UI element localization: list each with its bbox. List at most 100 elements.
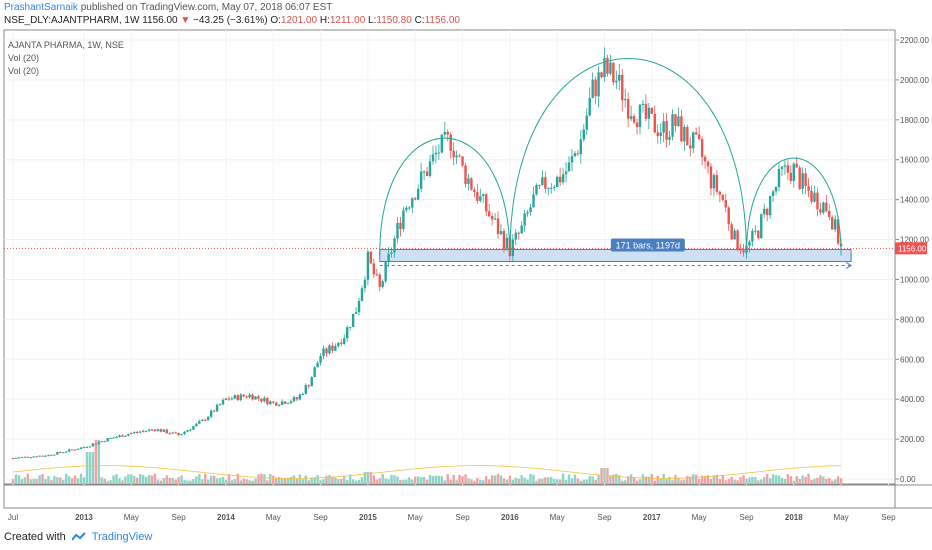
candle-body — [100, 441, 103, 443]
volume-bar — [621, 480, 624, 484]
volume-bar — [198, 473, 201, 484]
candle-body — [133, 432, 136, 434]
volume-bar — [70, 478, 74, 484]
volume-bar — [59, 477, 62, 484]
volume-bar — [428, 475, 432, 484]
candle-body — [112, 437, 115, 439]
lower-pane — [3, 484, 896, 509]
y-tick-label: 2000.00 — [900, 76, 929, 85]
volume-bar — [56, 477, 59, 484]
candle-body — [476, 192, 479, 201]
volume-bar — [236, 473, 239, 484]
volume-bar — [136, 477, 139, 484]
measure-tag-label: 171 bars, 1197d — [616, 241, 680, 251]
volume-bar — [689, 476, 692, 484]
volume-bar — [130, 474, 133, 484]
publish-info: PrashantSarnaik published on TradingView… — [4, 2, 332, 13]
candle-body — [283, 401, 287, 404]
volume-bar — [32, 478, 35, 484]
candle-body — [650, 107, 654, 114]
volume-bar — [526, 479, 529, 484]
volume-bar — [195, 476, 198, 484]
volume-bar — [680, 480, 683, 484]
volume-bar — [517, 478, 520, 484]
candle-body — [369, 251, 373, 264]
tradingview-logo-icon — [71, 532, 86, 541]
candle-body — [242, 394, 245, 397]
volume-bar — [366, 472, 370, 484]
volume-bar — [490, 475, 494, 484]
volume-bar — [718, 479, 722, 484]
volume-bar — [239, 480, 242, 484]
candle-body — [443, 132, 446, 135]
last-price: 1156.00 — [142, 15, 178, 26]
volume-bar — [508, 475, 512, 484]
candle-body — [201, 419, 204, 422]
volume-bar — [257, 474, 260, 484]
volume-bar — [579, 480, 583, 484]
candle-body — [153, 429, 157, 431]
candle-body — [709, 166, 713, 189]
candle-body — [53, 454, 56, 456]
x-tick-label: 2013 — [75, 513, 93, 522]
volume-bar — [757, 480, 760, 484]
volume-bar — [153, 473, 157, 484]
volume-bar — [289, 477, 293, 484]
volume-bar — [218, 477, 222, 484]
volume-bar — [792, 480, 795, 484]
volume-bar — [751, 476, 754, 484]
candle-body — [192, 426, 195, 430]
volume-bar — [760, 479, 763, 484]
candle-body — [499, 231, 503, 235]
volume-bar — [138, 474, 142, 484]
volume-bar — [85, 452, 89, 484]
candle-body — [186, 430, 189, 432]
candle-body — [612, 62, 615, 83]
x-tick-label: May — [408, 513, 423, 522]
volume-bars — [11, 440, 843, 484]
candle-body — [428, 161, 432, 176]
y-tick-label: 400.00 — [900, 395, 925, 404]
volume-bar — [201, 479, 204, 484]
y-tick-label: 1400.00 — [900, 196, 929, 205]
volume-bar — [576, 478, 580, 484]
x-tick-label: 2014 — [217, 513, 235, 522]
author-link[interactable]: PrashantSarnaik — [4, 2, 78, 13]
ohlc-line: NSE_DLY:AJANTPHARM, 1W 1156.00 ▼ −43.25 … — [4, 15, 460, 26]
candle-body — [505, 237, 509, 249]
volume-bar — [697, 479, 701, 484]
candle-body — [511, 239, 515, 257]
candle-body — [449, 134, 452, 151]
tradingview-brand[interactable]: TradingView — [91, 531, 153, 543]
candle-body — [727, 207, 730, 225]
volume-bar — [171, 477, 174, 484]
volume-bar — [322, 479, 325, 484]
footer: Created with TradingView — [4, 531, 152, 543]
volume-bar — [165, 475, 168, 484]
candle-body — [245, 396, 248, 398]
candle-body — [774, 187, 778, 192]
publish-text: published on TradingView.com, May 07, 20… — [80, 2, 333, 13]
candle-body — [422, 171, 426, 173]
candle-body — [529, 207, 532, 213]
volume-bar — [813, 478, 816, 484]
candle-body — [20, 457, 24, 459]
candle-body — [641, 103, 645, 105]
volume-bar — [44, 479, 47, 484]
volume-bar — [520, 475, 523, 484]
volume-bar — [399, 479, 402, 484]
candle-body — [118, 435, 121, 438]
volume-bar — [378, 478, 381, 484]
right-shoulder-arc — [745, 157, 842, 256]
candle-body — [47, 454, 50, 456]
candle-body — [733, 230, 736, 240]
volume-bar — [331, 476, 334, 484]
volume-bar — [109, 480, 112, 484]
candle-body — [304, 385, 307, 394]
candle-body — [777, 168, 781, 188]
x-tick-label: Sep — [455, 513, 470, 522]
volume-bar — [260, 473, 263, 484]
symbol: NSE_DLY:AJANTPHARM, 1W — [4, 15, 140, 26]
volume-bar — [94, 440, 98, 484]
